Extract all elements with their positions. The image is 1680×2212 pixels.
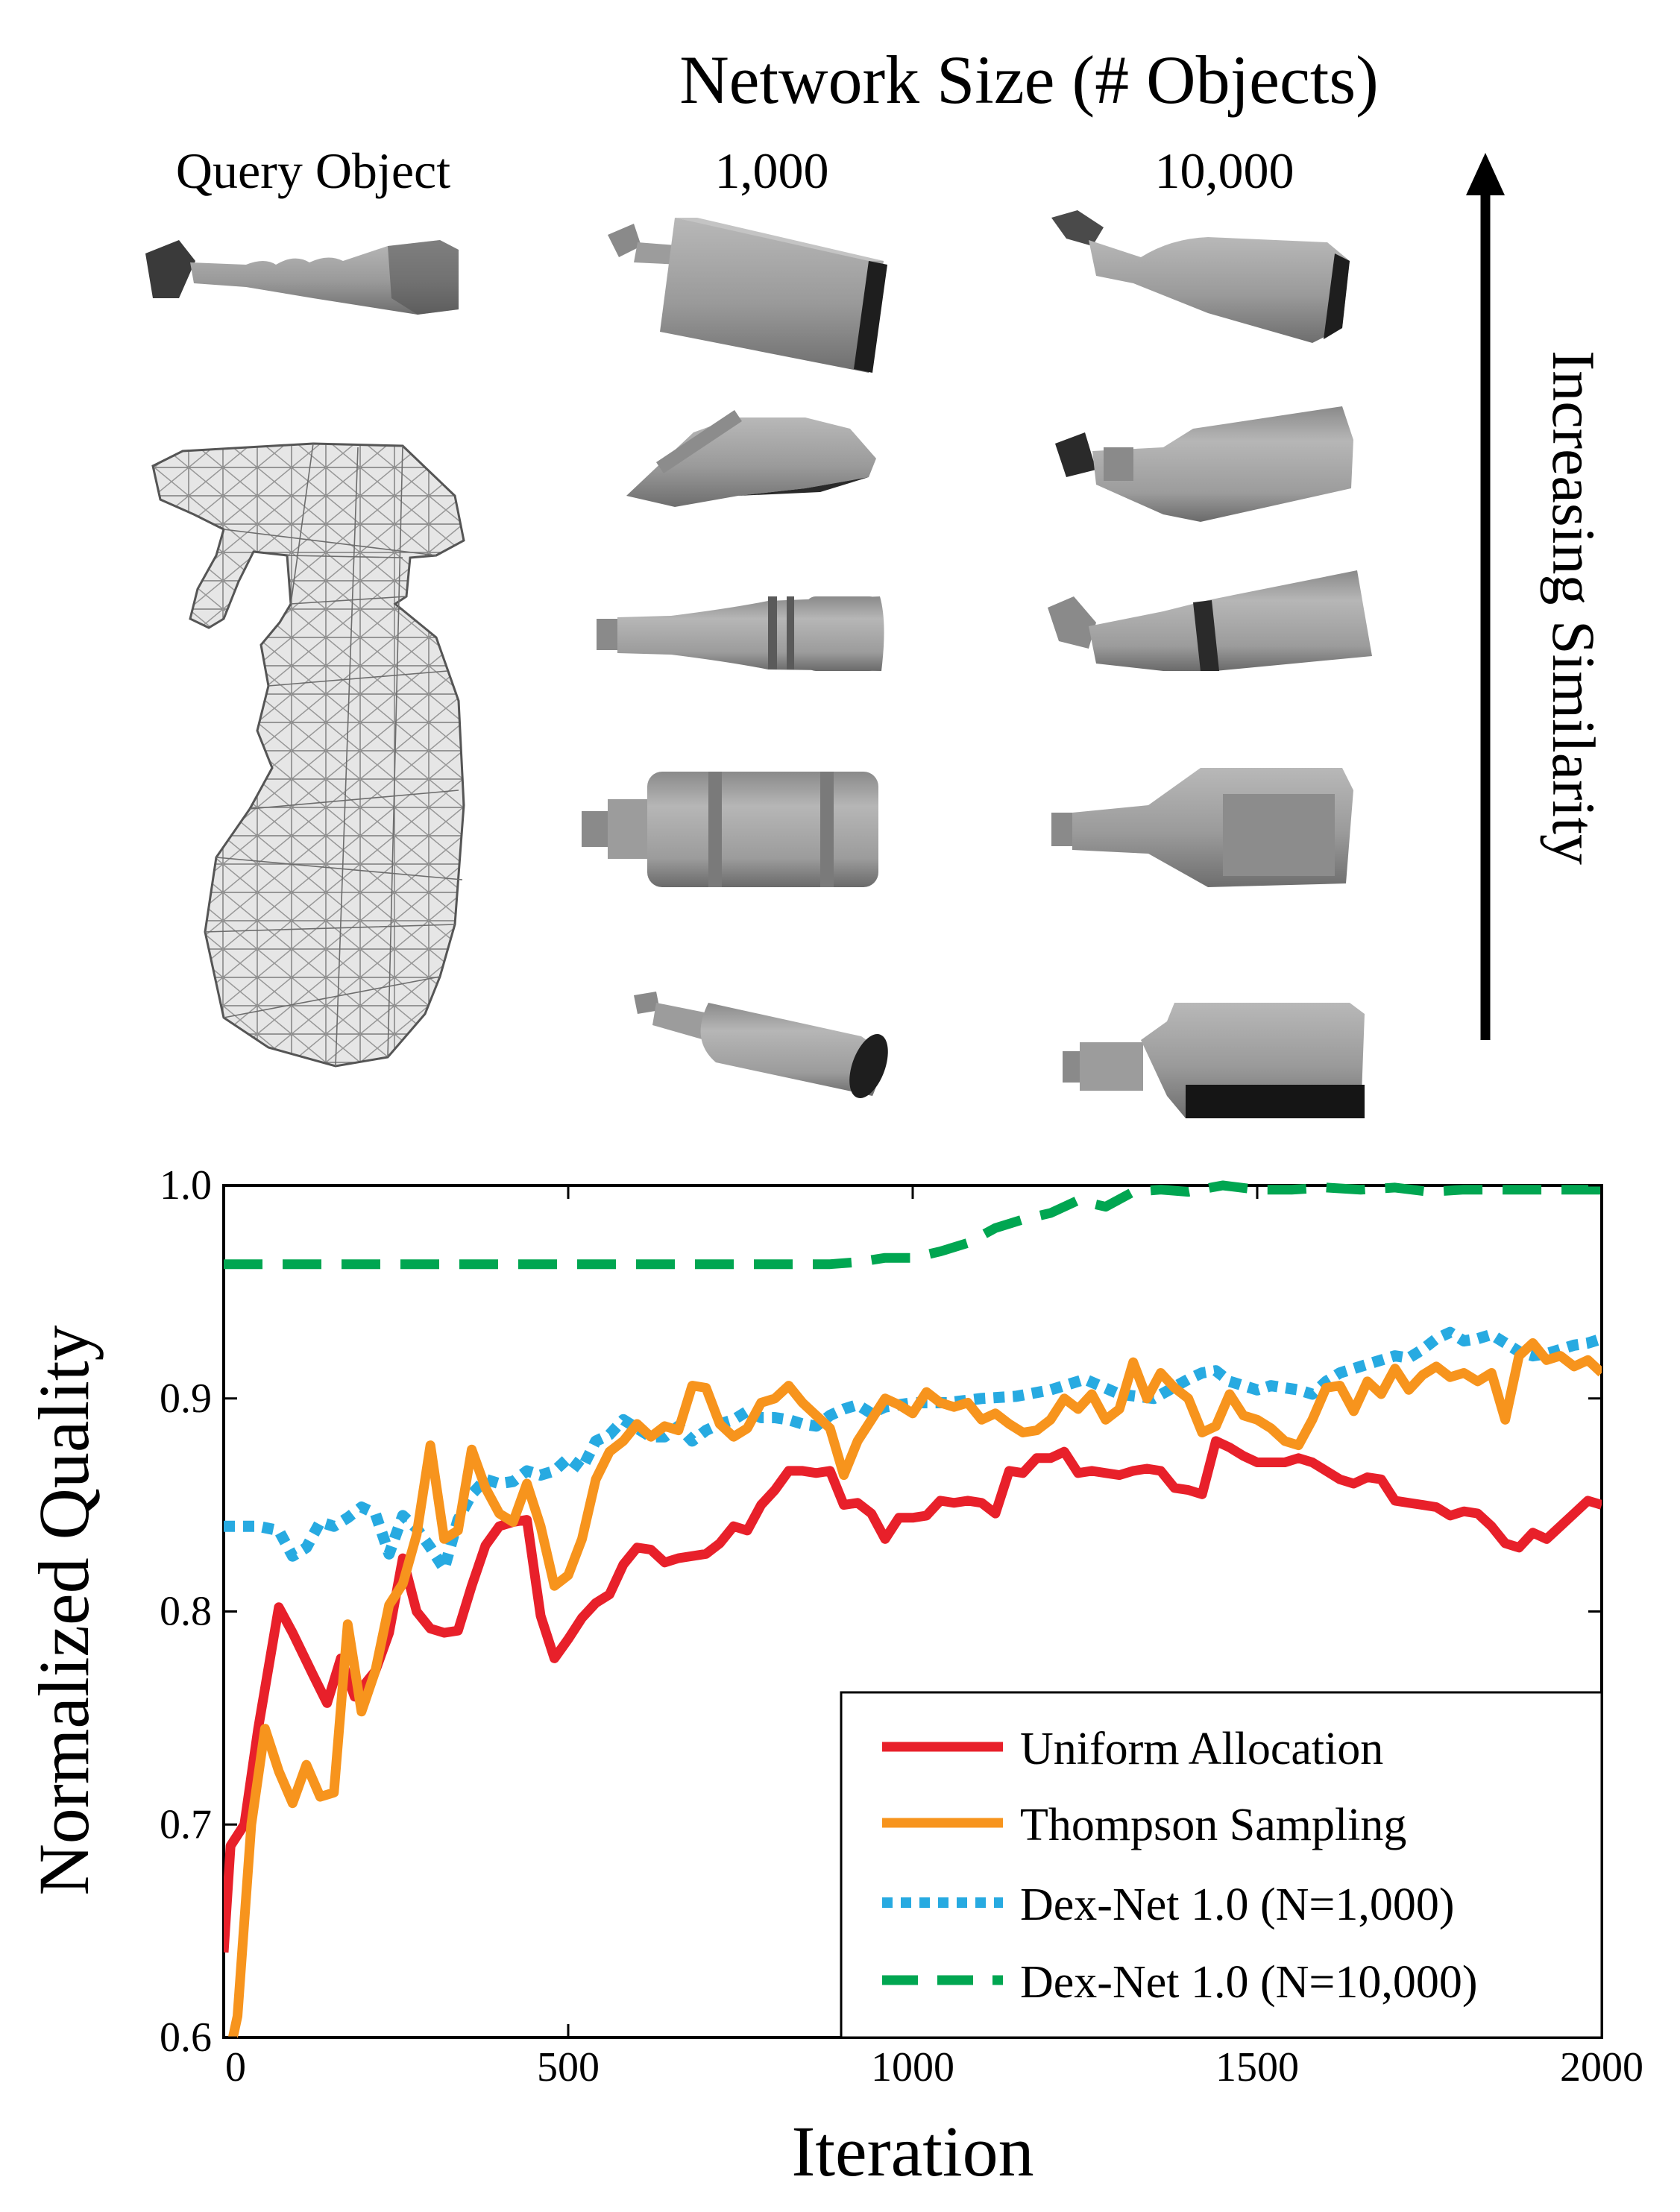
object-1000-3 xyxy=(597,596,884,671)
series-line-thompson xyxy=(227,1338,1602,2038)
legend-label-uniform: Uniform Allocation xyxy=(1020,1724,1383,1774)
legend-entry-uniform: Uniform Allocation xyxy=(882,1724,1383,1774)
object-10000-4 xyxy=(1051,768,1353,887)
x-tick-label: 0 xyxy=(225,2044,246,2090)
x-tick-label: 1000 xyxy=(871,2044,954,2090)
object-1000-5 xyxy=(634,992,888,1098)
x-tick-label: 500 xyxy=(537,2044,600,2090)
y-tick-label: 0.8 xyxy=(160,1589,212,1635)
series-line-dexnet-1000 xyxy=(224,1326,1602,1575)
y-tick-label: 0.7 xyxy=(160,1801,212,1847)
legend-entry-thompson: Thompson Sampling xyxy=(882,1800,1406,1850)
column-1000-objects xyxy=(582,218,888,1098)
object-10000-5 xyxy=(1063,1003,1365,1118)
y-tick-label: 1.0 xyxy=(160,1162,212,1209)
y-tick-label: 0.9 xyxy=(160,1376,212,1422)
object-10000-2 xyxy=(1055,406,1353,522)
query-object-thumbnail xyxy=(145,240,459,315)
column-label-10000: 10,000 xyxy=(1155,142,1294,199)
object-1000-2 xyxy=(626,410,876,507)
legend-entry-dexnet-10000: Dex-Net 1.0 (N=10,000) xyxy=(882,1957,1478,2008)
object-1000-4 xyxy=(582,772,878,887)
column-label-1000: 1,000 xyxy=(715,142,829,199)
quality-chart: 0 500 1000 1500 2000 0.6 0.7 0.8 0.9 1.0 Iteratio… xyxy=(24,1162,1643,2191)
legend: Uniform Allocation Thompson Sampling Dex… xyxy=(840,1691,1603,2039)
series-layer xyxy=(224,1180,1602,2038)
object-panel: Network Size (# Objects) Query Object 1,… xyxy=(145,42,1608,1118)
object-10000-1 xyxy=(1051,210,1350,343)
legend-label-dexnet-10000: Dex-Net 1.0 (N=10,000) xyxy=(1020,1957,1478,2008)
query-object-label: Query Object xyxy=(176,142,450,199)
x-tick-label: 2000 xyxy=(1560,2044,1643,2090)
series-line-dexnet-10000 xyxy=(224,1180,1602,1270)
increasing-similarity-label: Increasing Similarity xyxy=(1540,350,1608,865)
object-1000-1 xyxy=(608,218,887,373)
legend-label-dexnet-1000: Dex-Net 1.0 (N=1,000) xyxy=(1020,1879,1455,1930)
network-size-title: Network Size (# Objects) xyxy=(679,42,1379,118)
query-object-mesh xyxy=(151,442,465,1068)
similarity-arrow xyxy=(1466,153,1505,1040)
x-tick-label: 1500 xyxy=(1215,2044,1299,2090)
legend-label-thompson: Thompson Sampling xyxy=(1020,1800,1406,1850)
series-line-uniform xyxy=(224,1436,1602,1953)
y-axis-label: Normalized Quality xyxy=(24,1325,104,1895)
legend-entry-dexnet-1000: Dex-Net 1.0 (N=1,000) xyxy=(882,1879,1455,1930)
ticks-layer: 0 500 1000 1500 2000 0.6 0.7 0.8 0.9 1.0 xyxy=(160,1162,1643,2090)
x-axis-label: Iteration xyxy=(791,2111,1034,2191)
column-10000-objects xyxy=(1048,210,1372,1118)
object-10000-3 xyxy=(1048,570,1372,671)
y-tick-label: 0.6 xyxy=(160,2014,212,2061)
